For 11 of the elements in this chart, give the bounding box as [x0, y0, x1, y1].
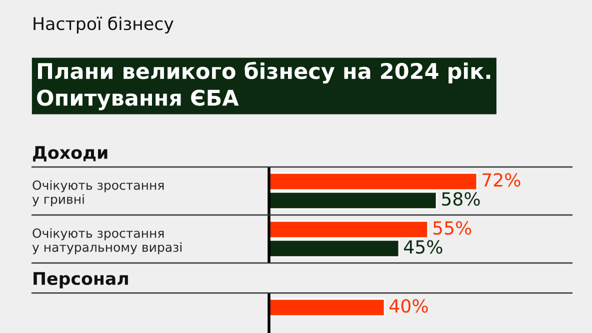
y-tick-label: Очікують зростання у натуральному виразі	[32, 228, 182, 254]
data-label: 58%	[442, 192, 480, 206]
text: Настрої бізнесу	[34, 16, 174, 34]
data-label: 45%	[404, 240, 442, 254]
chart-title: Плани великого бізнесу на 2024 рік. Опитування ЄБА	[37, 62, 490, 110]
data-label: 72%	[482, 173, 520, 187]
text: Доходи	[33, 146, 108, 162]
data-label: 55%	[433, 221, 472, 235]
text: Персонал	[34, 272, 128, 288]
y-tick-label: Очікують зростання у гривні	[32, 180, 164, 206]
data-label: 40%	[390, 299, 428, 313]
